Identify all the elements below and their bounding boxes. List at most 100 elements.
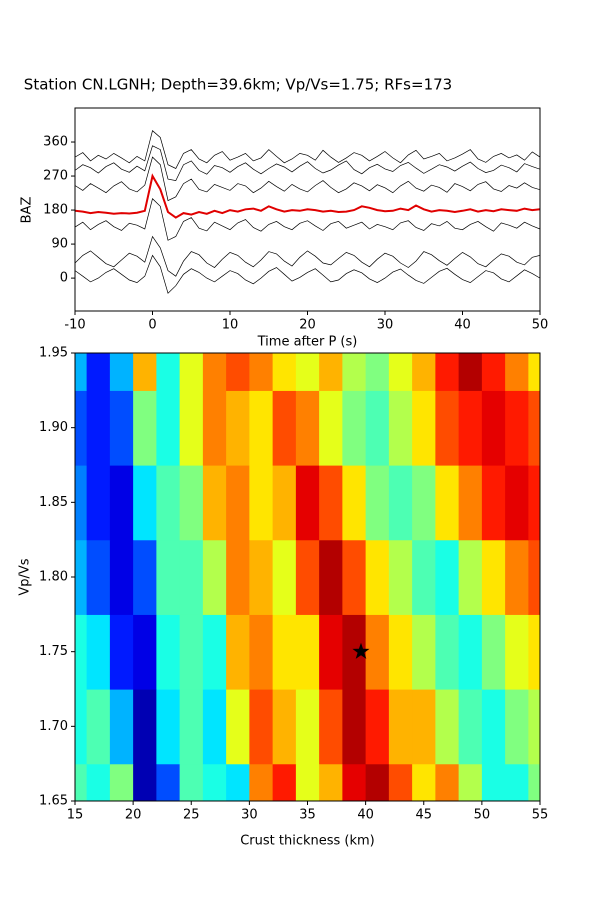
heat-cell bbox=[505, 390, 529, 466]
heat-cell bbox=[249, 763, 274, 801]
heat-cell bbox=[249, 539, 274, 615]
heat-cell bbox=[458, 465, 483, 541]
heat-cell bbox=[365, 689, 390, 765]
heat-cell bbox=[226, 353, 250, 391]
heat-cell bbox=[319, 390, 343, 466]
heat-cell bbox=[295, 353, 320, 391]
waveform-panel: -10 0 10 20 30 40 50 0 90 180 270 360 Time after P (… bbox=[20, 107, 548, 350]
x-tick-label: -10 bbox=[64, 318, 85, 333]
heat-cell bbox=[133, 390, 157, 466]
heat-cell bbox=[365, 763, 390, 801]
heat-cell bbox=[412, 539, 436, 615]
heat-cell bbox=[156, 689, 181, 765]
x-tick-label: 40 bbox=[454, 318, 471, 333]
heat-cell bbox=[481, 763, 506, 801]
heat-cell bbox=[86, 353, 111, 391]
heat-cell bbox=[109, 465, 134, 541]
y-tick-label: 1.70 bbox=[39, 719, 68, 734]
heat-cell bbox=[319, 614, 343, 690]
heat-cell bbox=[412, 763, 436, 801]
heat-cell bbox=[249, 614, 274, 690]
heat-cell bbox=[458, 763, 483, 801]
heatmap bbox=[75, 353, 540, 801]
heat-cell bbox=[133, 539, 157, 615]
heat-cell bbox=[156, 763, 181, 801]
heat-cell bbox=[528, 353, 540, 391]
heat-cell bbox=[109, 689, 134, 765]
heat-cell bbox=[249, 465, 274, 541]
x-tick-label: 30 bbox=[377, 318, 394, 333]
heat-cell bbox=[202, 763, 227, 801]
heat-cell bbox=[342, 614, 367, 690]
heat-cell bbox=[179, 539, 204, 615]
heat-cell bbox=[226, 763, 250, 801]
heat-cell bbox=[412, 689, 436, 765]
trace bbox=[75, 235, 540, 277]
trace bbox=[75, 156, 540, 202]
heat-cell bbox=[295, 539, 320, 615]
heat-cell bbox=[156, 614, 181, 690]
y-tick-label: 1.80 bbox=[39, 570, 68, 585]
y-tick-label: 1.75 bbox=[39, 644, 68, 659]
heat-cell bbox=[481, 465, 506, 541]
heat-cell bbox=[133, 465, 157, 541]
heat-cell bbox=[86, 390, 111, 466]
heat-cell bbox=[249, 689, 274, 765]
heat-cell bbox=[458, 390, 483, 466]
heat-cell bbox=[319, 539, 343, 615]
heat-cell bbox=[388, 390, 413, 466]
heat-cell bbox=[435, 465, 460, 541]
heat-cell bbox=[295, 390, 320, 466]
heat-cell bbox=[226, 689, 250, 765]
y-axis-label: Vp/Vs bbox=[18, 558, 33, 595]
heat-cell bbox=[226, 614, 250, 690]
heat-cell bbox=[75, 539, 88, 615]
heat-cell bbox=[156, 353, 181, 391]
heat-cell bbox=[109, 763, 134, 801]
heat-cell bbox=[505, 763, 529, 801]
y-tick-label: 1.90 bbox=[39, 420, 68, 435]
heat-cell bbox=[226, 465, 250, 541]
heat-cell bbox=[272, 465, 297, 541]
heat-cell bbox=[272, 614, 297, 690]
heat-cell bbox=[319, 689, 343, 765]
heat-cell bbox=[86, 614, 111, 690]
heat-cell bbox=[179, 763, 204, 801]
heat-cell bbox=[365, 539, 390, 615]
heat-cell bbox=[156, 390, 181, 466]
heat-cell bbox=[109, 614, 134, 690]
heat-cell bbox=[388, 763, 413, 801]
heat-cell bbox=[272, 763, 297, 801]
x-tick-label: 40 bbox=[357, 808, 374, 823]
heat-cell bbox=[319, 353, 343, 391]
heat-cell bbox=[458, 689, 483, 765]
heat-cell bbox=[342, 539, 367, 615]
heat-cell bbox=[272, 539, 297, 615]
heat-cell bbox=[179, 614, 204, 690]
heat-cell bbox=[179, 353, 204, 391]
heat-cell bbox=[319, 763, 343, 801]
heat-cell bbox=[342, 353, 367, 391]
heat-cell bbox=[295, 763, 320, 801]
heat-cell bbox=[133, 614, 157, 690]
heat-cell bbox=[75, 353, 88, 391]
heat-cell bbox=[458, 614, 483, 690]
heat-cell bbox=[342, 390, 367, 466]
heat-cell bbox=[505, 465, 529, 541]
heat-cell bbox=[86, 763, 111, 801]
x-axis-label: Time after P (s) bbox=[257, 335, 358, 350]
heat-cell bbox=[388, 353, 413, 391]
heat-cell bbox=[412, 390, 436, 466]
heat-cell bbox=[528, 763, 540, 801]
heat-cell bbox=[388, 465, 413, 541]
y-axis-label: BAZ bbox=[20, 197, 35, 224]
heat-cell bbox=[505, 689, 529, 765]
heat-cell bbox=[388, 614, 413, 690]
heat-cell bbox=[458, 539, 483, 615]
trace bbox=[75, 145, 540, 181]
heat-cell bbox=[156, 539, 181, 615]
heat-cell bbox=[226, 539, 250, 615]
heat-cell bbox=[272, 353, 297, 391]
heat-cell bbox=[202, 353, 227, 391]
